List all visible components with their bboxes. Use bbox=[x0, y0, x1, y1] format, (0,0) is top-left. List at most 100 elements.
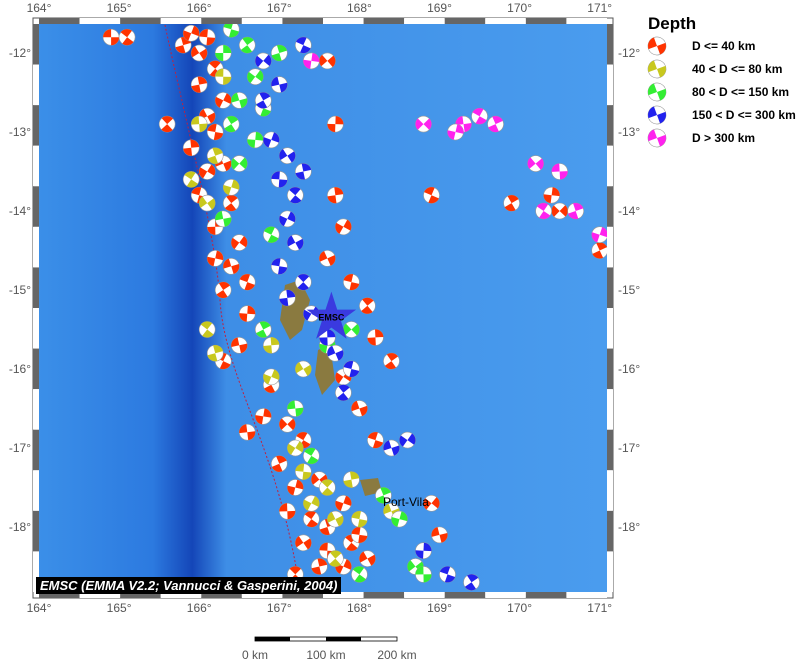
focal-mechanism[interactable] bbox=[446, 122, 465, 141]
focal-mechanism[interactable] bbox=[261, 224, 282, 245]
focal-mechanism[interactable] bbox=[276, 413, 299, 436]
focal-mechanism[interactable] bbox=[325, 343, 346, 364]
focal-mechanism[interactable] bbox=[430, 525, 449, 544]
focal-mechanism[interactable] bbox=[286, 478, 305, 497]
focal-mechanism[interactable] bbox=[116, 26, 138, 48]
focal-mechanism[interactable] bbox=[198, 28, 216, 46]
focal-mechanism[interactable] bbox=[357, 548, 379, 570]
focal-mechanism[interactable] bbox=[590, 225, 610, 245]
focal-mechanism[interactable] bbox=[188, 42, 210, 64]
focal-mechanism[interactable] bbox=[276, 145, 298, 167]
focal-mechanism[interactable] bbox=[238, 423, 256, 441]
focal-mechanism[interactable] bbox=[181, 23, 202, 44]
focal-mechanism[interactable] bbox=[356, 295, 379, 318]
focal-mechanism[interactable] bbox=[220, 192, 242, 214]
focal-mechanism[interactable] bbox=[342, 273, 361, 292]
focal-mechanism[interactable] bbox=[221, 177, 241, 197]
legend-swatch[interactable] bbox=[645, 34, 668, 57]
focal-mechanism[interactable] bbox=[327, 115, 344, 133]
focal-mechanism[interactable] bbox=[396, 429, 418, 451]
focal-mechanism[interactable] bbox=[228, 152, 251, 175]
focal-mechanism[interactable] bbox=[261, 366, 282, 387]
focal-mechanism[interactable] bbox=[333, 216, 355, 238]
focal-mechanism[interactable] bbox=[261, 130, 282, 151]
focal-mechanism[interactable] bbox=[236, 34, 258, 56]
focal-mechanism[interactable] bbox=[292, 532, 314, 554]
focal-mechanism[interactable] bbox=[254, 407, 272, 425]
focal-mechanism[interactable] bbox=[278, 289, 296, 307]
focal-mechanism[interactable] bbox=[269, 453, 290, 474]
focal-mechanism[interactable] bbox=[437, 564, 457, 584]
focal-mechanism[interactable] bbox=[501, 192, 523, 214]
focal-mechanism[interactable] bbox=[279, 502, 296, 520]
focal-mechanism[interactable] bbox=[325, 508, 346, 529]
focal-mechanism[interactable] bbox=[205, 145, 226, 166]
focal-mechanism[interactable] bbox=[412, 113, 435, 136]
focal-mechanism[interactable] bbox=[284, 437, 306, 459]
focal-mechanism[interactable] bbox=[415, 542, 432, 560]
focal-mechanism[interactable] bbox=[350, 510, 369, 529]
focal-mechanism[interactable] bbox=[548, 200, 571, 223]
focal-mechanism[interactable] bbox=[615, 186, 633, 204]
focal-mechanism[interactable] bbox=[212, 279, 234, 301]
focal-mechanism[interactable] bbox=[454, 115, 472, 133]
focal-mechanism[interactable] bbox=[213, 90, 234, 111]
focal-mechanism[interactable] bbox=[460, 571, 482, 593]
focal-mechanism[interactable] bbox=[221, 256, 241, 276]
focal-mechanism[interactable] bbox=[295, 463, 313, 481]
focal-mechanism[interactable] bbox=[156, 113, 179, 136]
focal-mechanism[interactable] bbox=[333, 493, 353, 513]
focal-mechanism[interactable] bbox=[301, 493, 323, 515]
focal-mechanism[interactable] bbox=[252, 90, 274, 112]
focal-mechanism[interactable] bbox=[229, 91, 249, 111]
legend-swatch[interactable] bbox=[645, 126, 668, 149]
focal-mechanism[interactable] bbox=[292, 358, 314, 380]
focal-mechanism[interactable] bbox=[350, 526, 368, 544]
focal-mechanism[interactable] bbox=[566, 201, 586, 221]
legend-swatch[interactable] bbox=[645, 80, 668, 103]
focal-mechanism[interactable] bbox=[316, 476, 339, 499]
focal-mechanism[interactable] bbox=[367, 329, 384, 346]
focal-mechanism[interactable] bbox=[269, 43, 289, 63]
focal-mechanism[interactable] bbox=[284, 184, 307, 207]
focal-mechanism[interactable] bbox=[206, 123, 225, 142]
focal-mechanism[interactable] bbox=[270, 171, 288, 188]
focal-mechanism[interactable] bbox=[342, 359, 361, 378]
focal-mechanism[interactable] bbox=[326, 186, 344, 204]
focal-mechanism[interactable] bbox=[102, 28, 120, 46]
focal-mechanism[interactable] bbox=[300, 445, 322, 467]
focal-mechanism[interactable] bbox=[287, 400, 305, 418]
focal-mechanism[interactable] bbox=[316, 50, 339, 73]
focal-mechanism[interactable] bbox=[285, 232, 307, 254]
focal-mechanism[interactable] bbox=[390, 509, 410, 529]
focal-mechanism[interactable] bbox=[253, 319, 275, 341]
focal-mechanism[interactable] bbox=[543, 186, 561, 204]
focal-mechanism[interactable] bbox=[214, 68, 232, 85]
focal-mechanism[interactable] bbox=[214, 44, 232, 62]
emsc-marker[interactable]: EMSC bbox=[306, 291, 357, 339]
focal-mechanism[interactable] bbox=[238, 305, 256, 323]
focal-mechanism[interactable] bbox=[373, 485, 394, 506]
focal-mechanism[interactable] bbox=[262, 336, 280, 354]
focal-mechanism[interactable] bbox=[190, 115, 208, 133]
focal-mechanism[interactable] bbox=[292, 271, 315, 294]
focal-mechanism[interactable] bbox=[485, 114, 506, 135]
focal-mechanism[interactable] bbox=[348, 563, 370, 585]
focal-mechanism[interactable] bbox=[252, 50, 275, 73]
focal-mechanism[interactable] bbox=[300, 508, 322, 530]
focal-mechanism[interactable] bbox=[342, 470, 361, 489]
focal-mechanism[interactable] bbox=[277, 208, 298, 229]
focal-mechanism[interactable] bbox=[270, 75, 289, 94]
focal-mechanism[interactable] bbox=[237, 272, 258, 293]
focal-mechanism[interactable] bbox=[317, 248, 338, 269]
focal-mechanism[interactable] bbox=[294, 162, 313, 181]
focal-mechanism[interactable] bbox=[270, 257, 288, 275]
legend-swatch[interactable] bbox=[645, 57, 668, 80]
focal-mechanism[interactable] bbox=[221, 19, 241, 39]
focal-mechanism[interactable] bbox=[190, 75, 209, 94]
focal-mechanism[interactable] bbox=[533, 200, 555, 222]
legend-swatch[interactable] bbox=[645, 103, 668, 126]
focal-mechanism[interactable] bbox=[415, 566, 432, 583]
focal-mechanism[interactable] bbox=[381, 438, 401, 458]
focal-mechanism[interactable] bbox=[469, 105, 491, 127]
